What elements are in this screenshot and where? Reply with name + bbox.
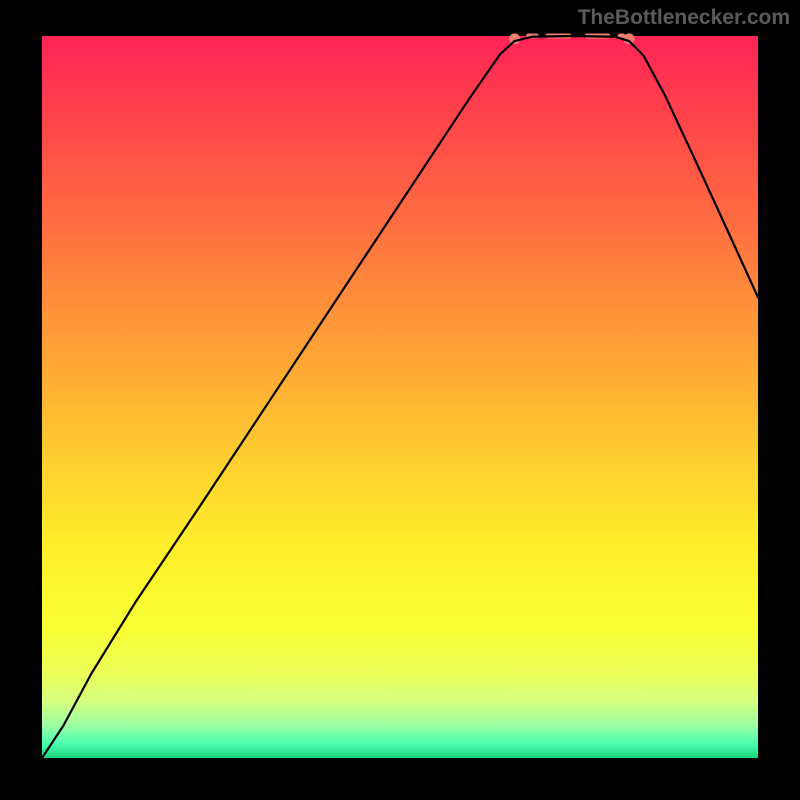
ideal-range-dot <box>509 33 520 44</box>
curve-path <box>42 36 758 758</box>
bottleneck-curve <box>0 0 800 800</box>
